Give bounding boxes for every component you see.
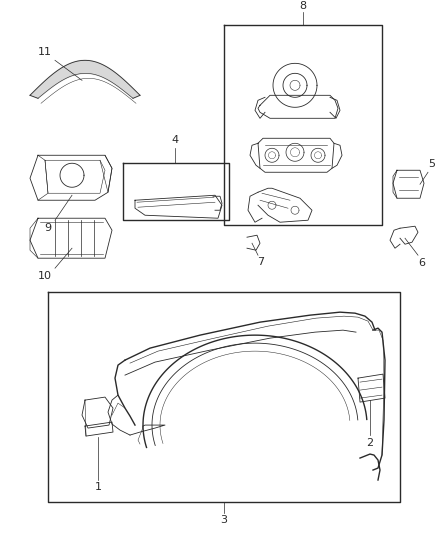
Text: 7: 7: [257, 257, 264, 267]
Text: 8: 8: [299, 2, 306, 11]
Text: 11: 11: [38, 47, 52, 58]
Text: 1: 1: [94, 482, 101, 492]
Text: 2: 2: [366, 438, 373, 448]
Text: 9: 9: [44, 223, 51, 233]
Text: 10: 10: [38, 271, 52, 281]
Polygon shape: [30, 60, 140, 98]
Text: 5: 5: [427, 159, 434, 169]
Text: 6: 6: [417, 258, 424, 268]
Text: 3: 3: [220, 515, 227, 525]
Text: 4: 4: [171, 135, 178, 146]
